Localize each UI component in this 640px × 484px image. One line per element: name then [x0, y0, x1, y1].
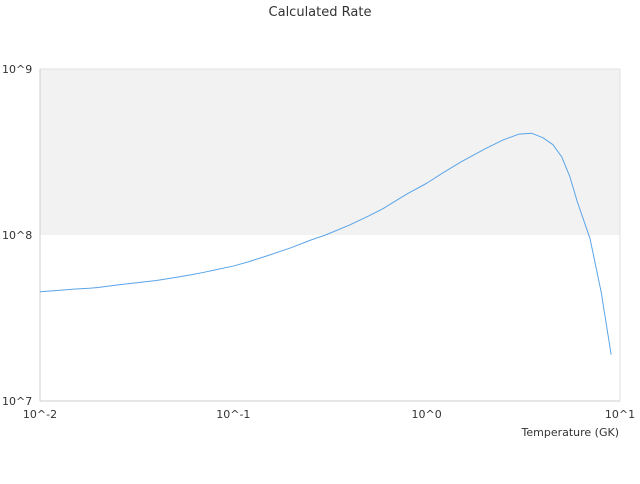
y-tick-label: 10^8	[2, 229, 32, 242]
x-tick-label: 10^-2	[23, 408, 57, 421]
x-tick-label: 10^0	[412, 408, 442, 421]
y-tick-label: 10^7	[2, 395, 32, 408]
x-tick-label: 10^-1	[216, 408, 250, 421]
y-tick-label: 10^9	[2, 63, 32, 76]
plot-area: 10^-2 10^-1 10^0 10^1 10^7 10^8 10^9	[2, 63, 635, 421]
x-tick-label: 10^1	[605, 408, 635, 421]
series-line	[39, 132, 612, 355]
x-axis-label: Temperature (GK)	[521, 426, 620, 439]
chart-title: Calculated Rate	[269, 5, 372, 20]
plot-band	[40, 69, 620, 235]
